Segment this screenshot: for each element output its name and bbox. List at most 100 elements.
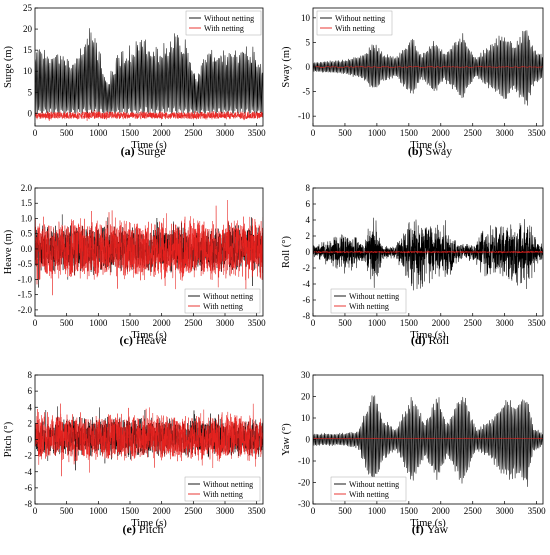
legend-label: With netting <box>203 302 243 311</box>
y-axis-label: Yaw (°) <box>281 423 292 456</box>
y-tick-label: 0.5 <box>21 229 33 239</box>
panel-caption: (d) Roll <box>411 333 450 347</box>
legend-label: Without netting <box>349 480 399 489</box>
y-tick-label: -2.0 <box>18 305 33 315</box>
y-tick-label: 1.0 <box>21 213 33 223</box>
y-tick-label: 0 <box>28 435 33 445</box>
series-line <box>313 66 543 68</box>
y-tick-label: -1.0 <box>18 274 33 284</box>
plot-area <box>313 395 543 489</box>
y-tick-label: -8 <box>303 311 311 321</box>
caption-letter: (c) <box>120 333 136 347</box>
y-tick-label: 1.5 <box>21 198 33 208</box>
y-tick-label: -5 <box>303 87 311 97</box>
y-tick-label: 0.0 <box>21 244 33 254</box>
y-axis-label: Roll (°) <box>281 236 292 268</box>
x-tick-label: 2000 <box>153 128 172 138</box>
x-tick-label: 1000 <box>89 318 108 328</box>
chart-yaw: 0 500 1000 1500 2000 2500 3000 3500 -30 -20 -10 0 10… <box>281 370 546 536</box>
x-tick-label: 2000 <box>432 128 451 138</box>
y-axis-label: Sway (m) <box>281 46 292 88</box>
panel-caption: (f) Yaw <box>412 522 449 536</box>
x-tick-label: 3500 <box>528 506 547 516</box>
x-tick-label: 1500 <box>400 506 419 516</box>
x-tick-label: 2500 <box>184 506 203 516</box>
legend-label: Without netting <box>349 292 399 301</box>
y-tick-label: 5 <box>28 87 33 97</box>
x-tick-label: 3000 <box>216 506 235 516</box>
x-tick-label: 2500 <box>464 128 483 138</box>
x-tick-label: 2000 <box>432 318 451 328</box>
y-tick-label: 30 <box>301 370 311 380</box>
legend-label: With netting <box>335 24 375 33</box>
x-tick-label: 0 <box>33 318 38 328</box>
chart-heave: 0 500 1000 1500 2000 2500 3000 3500 -2.0 -1.5 -1.0… <box>3 183 266 347</box>
x-tick-label: 0 <box>33 128 38 138</box>
legend-label: Without netting <box>204 14 254 23</box>
x-tick-label: 0 <box>311 318 316 328</box>
x-tick-label: 1500 <box>121 506 140 516</box>
y-tick-label: -8 <box>25 499 33 509</box>
y-tick-label: -30 <box>298 499 310 509</box>
x-tick-label: 2000 <box>153 506 172 516</box>
y-tick-label: -6 <box>25 483 33 493</box>
x-axis-label: Time (s) <box>131 140 167 151</box>
x-tick-label: 3000 <box>216 128 235 138</box>
caption-letter: (e) <box>123 522 139 536</box>
y-axis-label: Pitch (°) <box>3 421 14 457</box>
caption-letter: (b) <box>408 144 426 158</box>
x-tick-label: 500 <box>338 318 352 328</box>
caption-text: Heave <box>136 333 167 347</box>
x-tick-label: 500 <box>60 128 74 138</box>
legend-label: With netting <box>349 302 389 311</box>
y-tick-label: 5 <box>306 37 311 47</box>
series-line <box>313 217 543 291</box>
x-axis-label: Time (s) <box>410 518 446 529</box>
plot-area <box>35 403 263 477</box>
plot-area <box>35 199 263 303</box>
series-line <box>313 437 543 439</box>
y-tick-label: -2 <box>25 451 33 461</box>
y-tick-label: 0 <box>28 108 33 118</box>
y-tick-label: -6 <box>303 295 311 305</box>
y-tick-label: 8 <box>306 183 311 193</box>
x-tick-label: 500 <box>338 506 352 516</box>
y-tick-label: 10 <box>23 66 33 76</box>
x-tick-label: 3000 <box>496 128 515 138</box>
legend-label: With netting <box>349 490 389 499</box>
panel-caption: (a) Surge <box>121 144 166 158</box>
y-axis-label: Surge (m) <box>3 45 14 88</box>
x-tick-label: 500 <box>60 506 74 516</box>
panel-caption: (e) Pitch <box>123 522 164 536</box>
x-tick-label: 1500 <box>400 128 419 138</box>
y-tick-label: 2 <box>28 418 33 428</box>
x-tick-label: 3000 <box>216 318 235 328</box>
axes-frame <box>34 7 264 127</box>
caption-letter: (d) <box>411 333 429 347</box>
caption-text: Surge <box>138 144 166 158</box>
x-tick-label: 3000 <box>496 318 515 328</box>
x-tick-label: 0 <box>311 128 316 138</box>
chart-surge: 0 500 1000 1500 2000 2500 3000 3500 0 5 10 15 20 25 Ti… <box>3 3 266 158</box>
y-tick-label: -4 <box>303 279 311 289</box>
y-tick-label: 10 <box>301 13 311 23</box>
legend-box <box>330 288 407 314</box>
series-line <box>35 403 263 477</box>
y-tick-label: -10 <box>298 111 310 121</box>
x-axis-label: Time (s) <box>131 330 167 341</box>
y-tick-label: 20 <box>23 24 33 34</box>
x-tick-label: 0 <box>311 506 316 516</box>
y-tick-label: -10 <box>298 456 310 466</box>
series-line <box>313 395 543 489</box>
chart-sway: 0 500 1000 1500 2000 2500 3000 3500 -10 -5 0 5 10 Tim… <box>281 7 546 158</box>
x-tick-label: 0 <box>33 506 38 516</box>
series-line <box>35 199 263 303</box>
y-tick-label: 0 <box>306 435 311 445</box>
caption-text: Roll <box>429 333 450 347</box>
